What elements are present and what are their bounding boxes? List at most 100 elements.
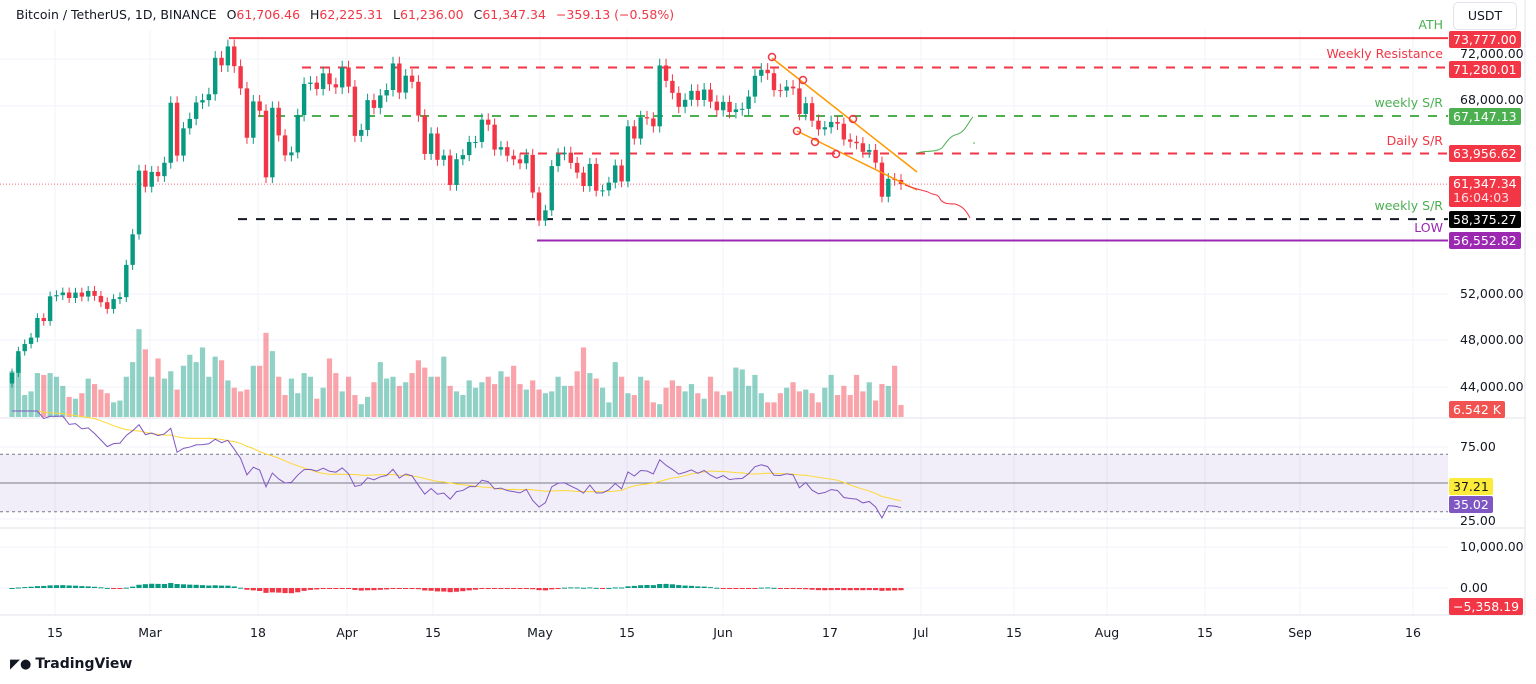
volume-bar <box>282 395 288 417</box>
volume-bar <box>784 387 790 417</box>
upper-trendline <box>771 57 918 173</box>
volume-bar <box>28 391 34 417</box>
candle-body <box>543 210 548 221</box>
pivot-marker <box>792 126 802 136</box>
candle-body <box>594 163 599 191</box>
candle-body <box>340 67 345 88</box>
volume-bar <box>549 391 555 417</box>
volume-bar <box>231 387 237 417</box>
candle-body <box>644 117 650 119</box>
macd-histogram-bar <box>606 587 612 589</box>
candle-body <box>111 299 116 309</box>
volume-bar <box>15 356 21 417</box>
candle-body <box>555 154 561 167</box>
candle-body <box>746 96 751 109</box>
candle-body <box>54 295 59 297</box>
candle-body <box>35 317 40 338</box>
volume-bar <box>149 376 155 417</box>
candle-body <box>251 101 256 138</box>
volume-bar <box>155 358 161 417</box>
macd-histogram-bar <box>180 584 187 588</box>
currency-button[interactable]: USDT <box>1453 2 1517 30</box>
macd-histogram-bar <box>91 586 98 588</box>
macd-histogram-bar <box>447 588 453 593</box>
macd-histogram-bar <box>752 588 758 589</box>
volume-bar <box>625 393 631 417</box>
macd-histogram-bar <box>676 585 682 588</box>
volume-bar <box>9 371 15 417</box>
macd-histogram-bar <box>441 588 447 592</box>
macd-histogram-bar <box>225 585 231 588</box>
volume-bar <box>225 380 231 417</box>
macd-histogram-bar <box>111 588 117 589</box>
volume-bar <box>523 389 529 417</box>
volume-bar <box>422 367 428 417</box>
macd-histogram-bar <box>619 587 625 589</box>
macd-histogram-bar <box>288 588 294 594</box>
candle-body <box>632 126 637 139</box>
volume-bar <box>72 398 79 417</box>
volume-bar <box>22 395 28 417</box>
candle-body <box>536 192 542 221</box>
macd-histogram-bar <box>790 588 796 589</box>
volume-bar <box>688 384 695 417</box>
macd-histogram-bar <box>352 588 358 590</box>
candle-body <box>771 73 777 91</box>
candle-body <box>232 46 237 67</box>
candle-body <box>428 133 434 154</box>
candle-body <box>435 133 440 160</box>
volume-bar <box>879 384 885 417</box>
volume-bar <box>580 347 587 417</box>
symbol-title[interactable]: Bitcoin / TetherUS, 1D, BINANCE <box>16 7 217 22</box>
volume-bar <box>339 391 345 417</box>
level-label: Weekly Resistance <box>1326 46 1443 62</box>
volume-bar <box>174 389 180 417</box>
candle-body <box>403 75 408 93</box>
volume-bar <box>250 365 256 417</box>
macd-histogram-bar <box>638 585 644 588</box>
macd-histogram-bar <box>358 588 364 591</box>
macd-histogram-bar <box>873 588 879 591</box>
macd-histogram-bar <box>460 588 466 592</box>
price-tick: 44,000.00 <box>1460 379 1524 394</box>
volume-bar <box>47 373 53 417</box>
candle-body <box>733 109 739 112</box>
volume-bar <box>530 380 536 417</box>
rsi-line <box>12 410 902 519</box>
volume-bar <box>352 395 358 417</box>
candle-body <box>454 159 459 185</box>
macd-histogram-bar <box>542 588 548 591</box>
bearish-projection-path <box>904 184 971 219</box>
volume-bar <box>472 387 479 417</box>
macd-histogram-bar <box>847 588 853 591</box>
candle-body <box>219 57 224 66</box>
volume-bar <box>441 356 447 417</box>
candle-body <box>117 297 123 300</box>
volume-bar <box>593 378 599 417</box>
candle-body <box>168 102 173 163</box>
candle-body <box>517 159 523 164</box>
volume-bar <box>206 376 212 417</box>
volume-bar <box>695 393 701 417</box>
macd-histogram-bar <box>892 588 898 591</box>
tradingview-icon: ◤● <box>10 656 32 672</box>
macd-histogram-bar <box>879 588 885 591</box>
time-tick: Aug <box>1094 625 1120 640</box>
candle-body <box>682 99 688 107</box>
candle-body <box>149 171 154 187</box>
rsi-ma-tag: 37.21 <box>1449 478 1493 495</box>
macd-histogram-bar <box>549 588 555 590</box>
volume-bar <box>85 378 91 417</box>
candle-body <box>282 135 288 156</box>
volume-bar <box>142 349 148 417</box>
volume-bar <box>161 378 167 417</box>
candle-body <box>752 75 758 97</box>
volume-bar <box>60 385 66 417</box>
tradingview-logo[interactable]: ◤● TradingView <box>10 656 132 672</box>
candle-body <box>803 103 808 114</box>
candle-body <box>765 69 770 74</box>
volume-bar <box>307 376 314 417</box>
macd-histogram-bar <box>479 588 485 589</box>
